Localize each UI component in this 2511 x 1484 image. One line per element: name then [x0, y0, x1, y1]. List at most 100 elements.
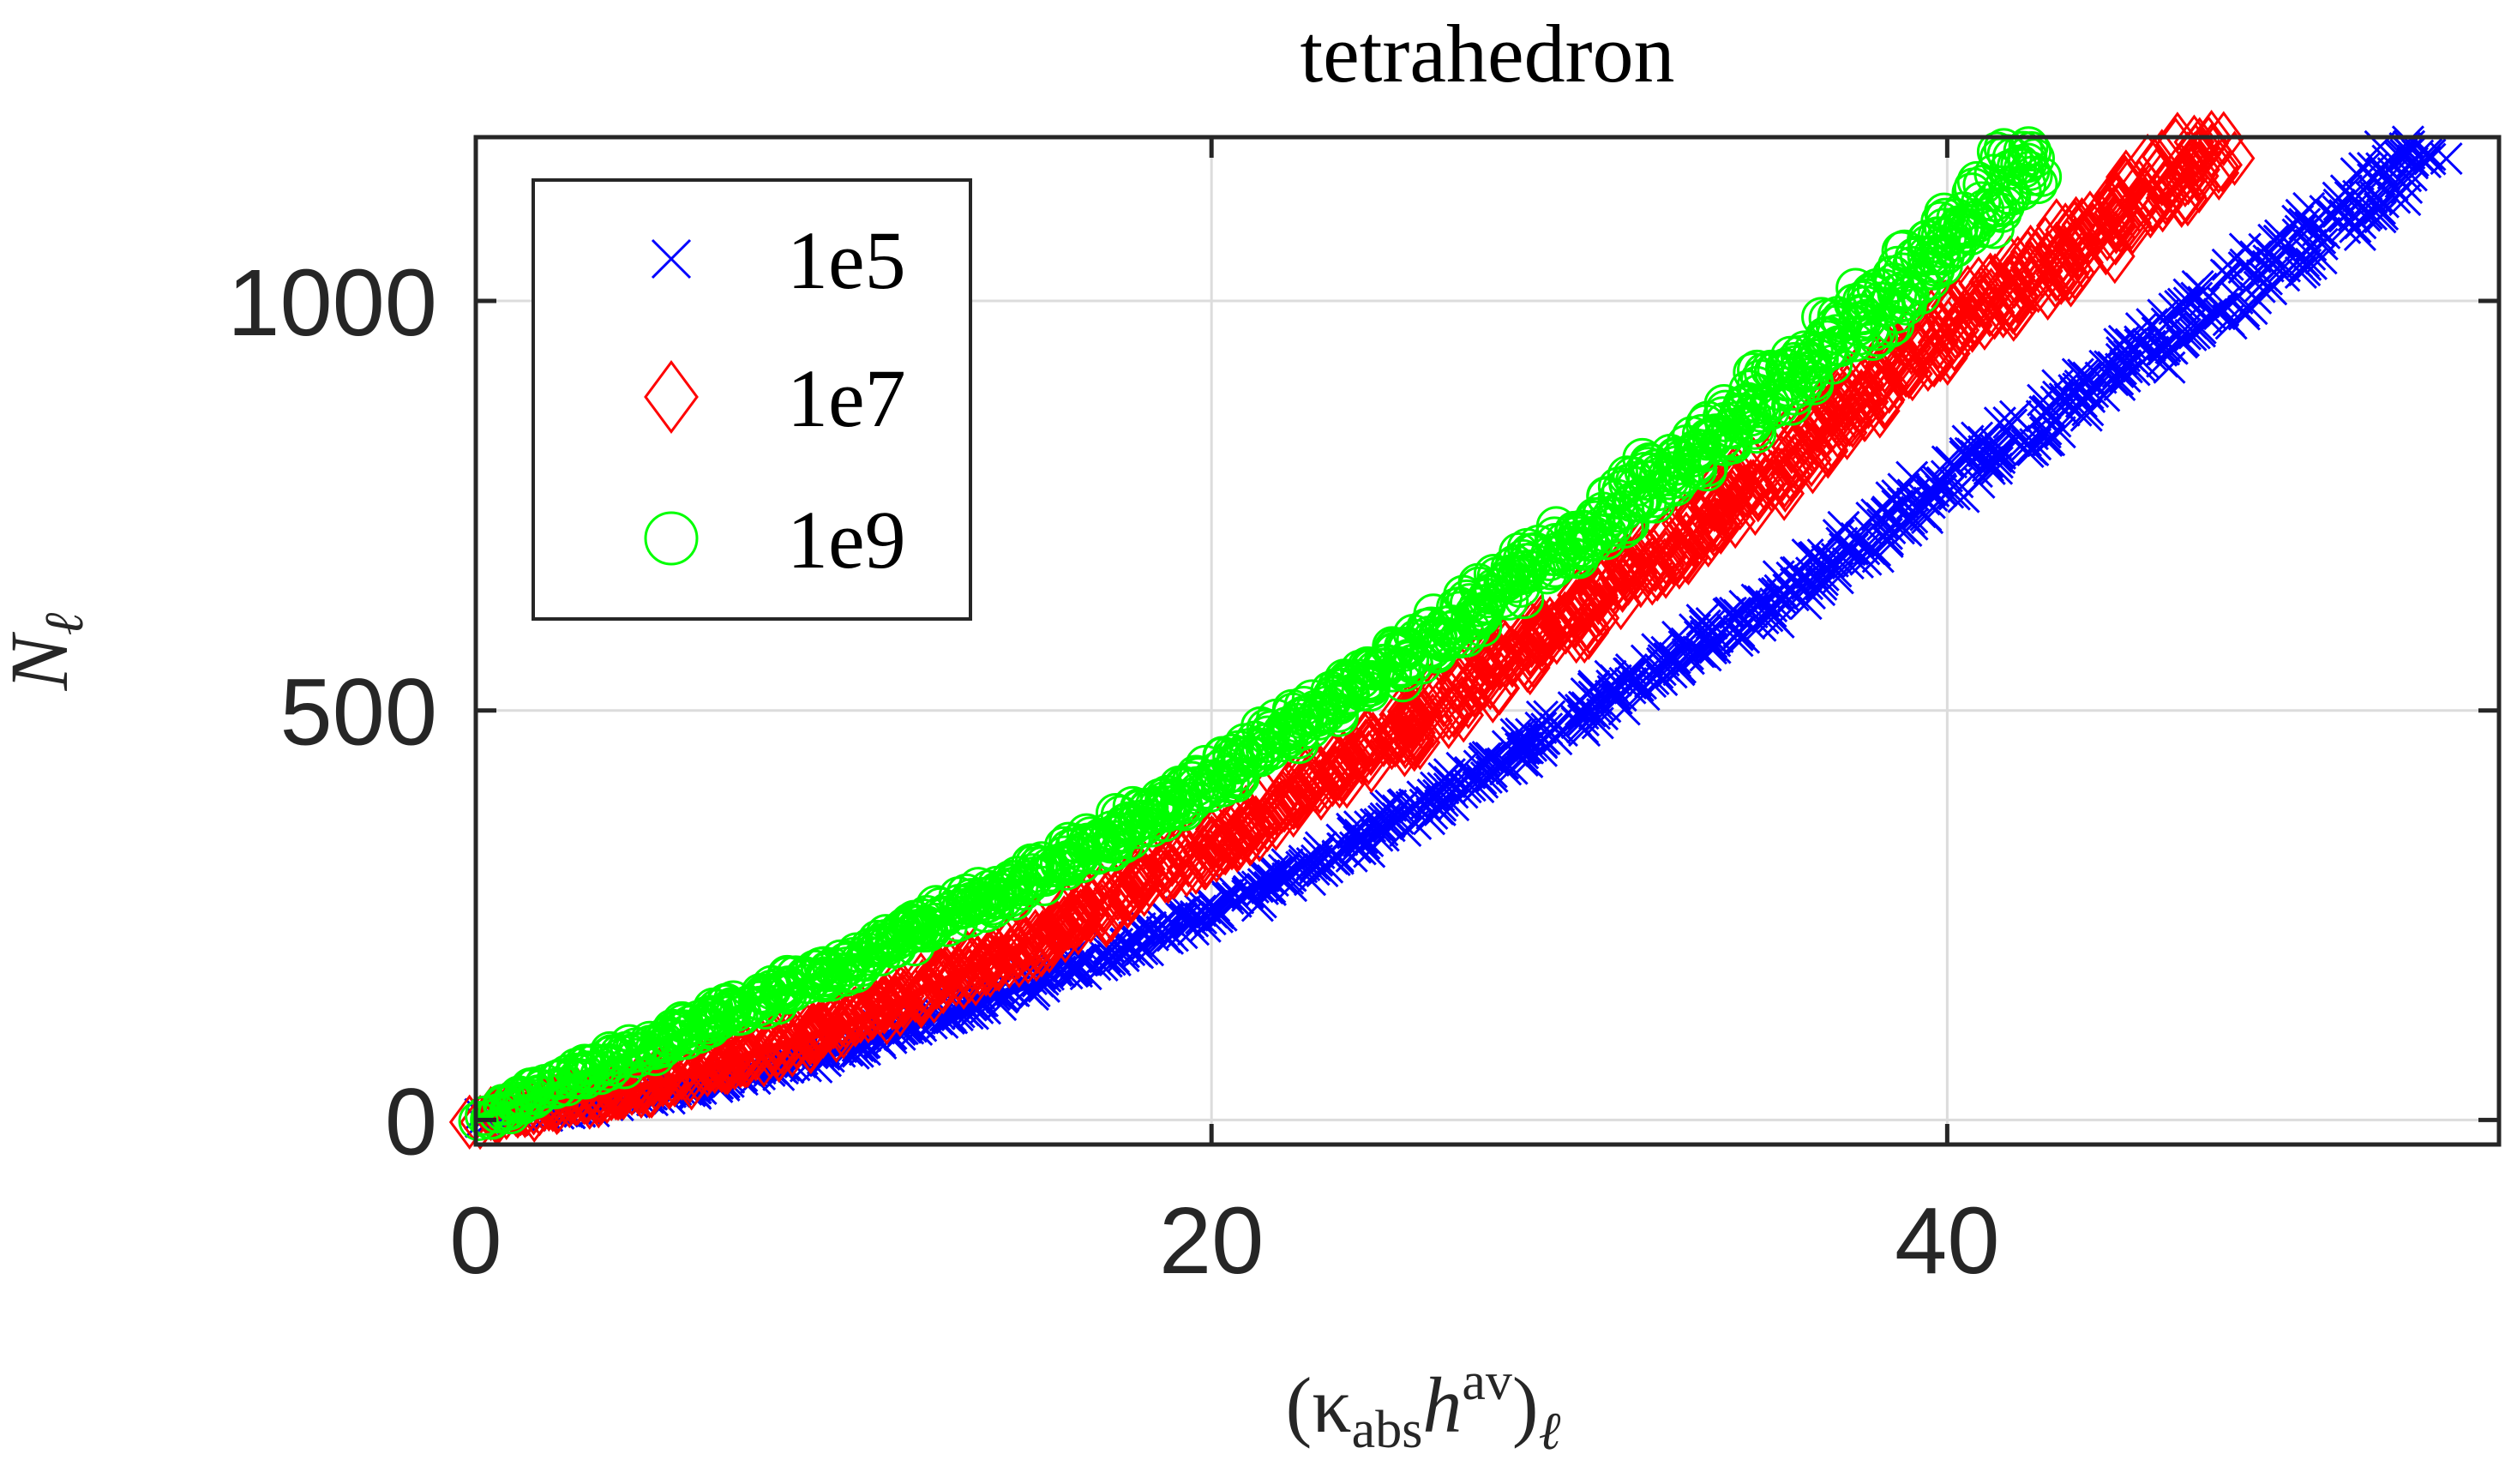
- y-tick-label: 500: [279, 660, 437, 766]
- data-point: [1917, 315, 1959, 370]
- data-point: [2016, 433, 2050, 466]
- data-point: [1819, 555, 1853, 588]
- x-label-open: (κ: [1286, 1361, 1352, 1449]
- data-point: [2363, 192, 2397, 225]
- y-label-base: N: [0, 631, 85, 691]
- data-point: [1955, 200, 1997, 241]
- x-tick-label: 0: [449, 1188, 502, 1294]
- data-point: [1602, 535, 1644, 591]
- legend-label: 1e9: [787, 494, 906, 586]
- data-point: [1807, 422, 1848, 478]
- plot-area: [448, 110, 2463, 1151]
- data-point: [2198, 145, 2240, 201]
- data-point: [2059, 376, 2093, 410]
- data-point: [2057, 219, 2099, 275]
- data-point: [1751, 458, 1793, 514]
- data-point: [952, 928, 994, 984]
- data-point: [1567, 518, 1608, 559]
- data-point: [1395, 790, 1428, 824]
- data-point: [2202, 137, 2243, 193]
- data-point: [1589, 690, 1622, 724]
- data-point: [1832, 393, 1873, 448]
- data-point: [932, 937, 974, 993]
- data-point: [1065, 870, 1107, 926]
- tick-labels: 0 20 40 0 500 1000: [227, 250, 1999, 1294]
- data-point: [1964, 295, 2005, 351]
- data-point: [1474, 634, 1515, 689]
- data-point: [1961, 181, 2002, 222]
- data-point: [2014, 138, 2055, 179]
- data-point: [709, 1032, 750, 1088]
- data-point: [1951, 297, 1993, 353]
- data-point: [2202, 111, 2244, 166]
- data-point: [1705, 389, 1746, 430]
- data-point: [1522, 612, 1564, 668]
- data-point: [1913, 235, 1954, 276]
- data-point: [1806, 538, 1840, 572]
- data-point: [2212, 260, 2245, 293]
- data-point: [1927, 298, 1969, 354]
- data-point: [1577, 670, 1611, 703]
- data-point: [1576, 565, 1618, 621]
- data-point: [1722, 615, 1756, 648]
- data-point: [1663, 651, 1697, 684]
- data-point: [1067, 870, 1109, 926]
- data-point: [2253, 271, 2286, 304]
- data-point: [1733, 607, 1766, 640]
- data-point: [2078, 190, 2120, 246]
- y-label-sub: ℓ: [33, 612, 94, 635]
- data-point: [1188, 891, 1222, 925]
- data-point: [2376, 168, 2409, 202]
- data-point: [1721, 624, 1754, 658]
- data-point: [2003, 130, 2044, 171]
- data-point: [2172, 286, 2206, 320]
- data-point: [2071, 394, 2105, 427]
- data-point: [1420, 666, 1462, 722]
- y-axis-label: Nℓ: [0, 612, 94, 691]
- data-point: [1385, 689, 1427, 745]
- data-point: [1861, 540, 1895, 574]
- data-point: [2388, 183, 2422, 217]
- data-point: [2053, 200, 2095, 255]
- x-tick-label: 40: [1895, 1188, 1999, 1294]
- data-point: [1201, 896, 1234, 930]
- data-point: [1436, 776, 1469, 809]
- data-point: [1521, 604, 1562, 661]
- data-point: [2047, 394, 2081, 427]
- data-point: [1773, 433, 1815, 490]
- series-1e9: [458, 126, 2063, 1141]
- data-point: [1168, 894, 1202, 928]
- x-tick-label: 20: [1159, 1188, 1264, 1294]
- data-point: [1018, 845, 1059, 886]
- legend-item-1e9: 1e9: [644, 494, 906, 586]
- legend-marker: [644, 359, 699, 435]
- legend-label: 1e5: [787, 214, 906, 306]
- data-point: [754, 1011, 795, 1066]
- chart-title: tetrahedron: [1300, 8, 1674, 99]
- data-point: [1247, 859, 1281, 892]
- data-point: [1209, 763, 1250, 804]
- data-point: [1108, 801, 1150, 842]
- x-label-sup: av: [1462, 1353, 1512, 1411]
- x-label-sub2: ℓ: [1539, 1403, 1561, 1461]
- x-label-close: ): [1512, 1361, 1539, 1449]
- data-point: [2180, 127, 2221, 183]
- legend-label: 1e7: [787, 352, 906, 444]
- data-point: [1566, 704, 1601, 737]
- data-point: [1873, 511, 1907, 545]
- data-point: [1695, 625, 1728, 659]
- data-point: [1218, 815, 1260, 871]
- data-point: [839, 988, 881, 1044]
- data-point: [1979, 440, 2013, 473]
- data-point: [2043, 416, 2076, 449]
- data-point: [2198, 138, 2239, 195]
- data-point: [865, 976, 907, 1031]
- series-line: [474, 874, 1030, 1124]
- data-point: [2190, 110, 2232, 165]
- data-point: [1881, 489, 1914, 522]
- data-point: [1566, 576, 1607, 633]
- x-label-h: h: [1422, 1361, 1462, 1449]
- axis-ticks: [473, 137, 2499, 1145]
- data-point: [1659, 534, 1700, 590]
